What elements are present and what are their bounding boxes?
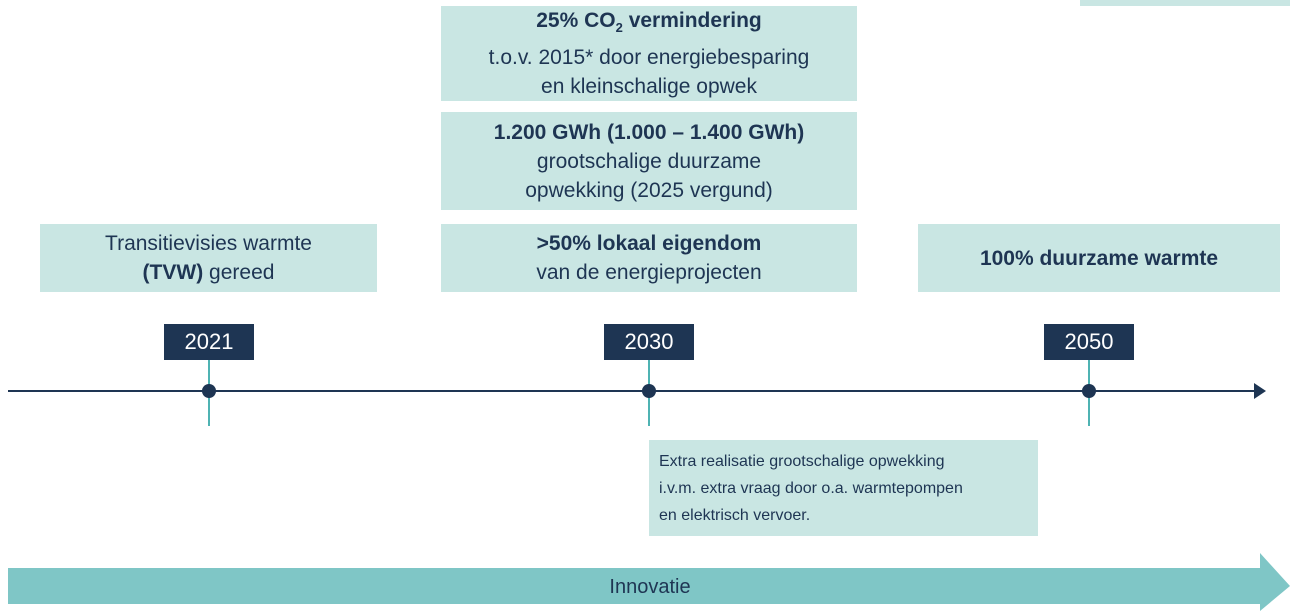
box-line: van de energieprojecten — [536, 261, 762, 284]
dot — [202, 384, 216, 398]
title-part: 25% CO — [536, 9, 616, 33]
local-box: >50% lokaal eigendom van de energieproje… — [441, 224, 857, 292]
box-line: en kleinschalige opwek — [541, 74, 757, 98]
box-title: >50% lokaal eigendom — [536, 232, 762, 255]
innovation-band — [8, 553, 1290, 611]
note-box: Extra realisatie grootschalige opwekking… — [649, 440, 1038, 536]
band-label: Innovatie — [609, 576, 690, 598]
tvw-box: Transitievisies warmte (TVW) gereed — [40, 224, 377, 292]
note-line: en elektrisch vervoer. — [659, 507, 811, 524]
subscript: 2 — [615, 20, 623, 36]
box-line: Transitievisies warmte — [105, 232, 312, 255]
partial-box — [1080, 0, 1290, 6]
co2-box: 25% CO2 vermindering t.o.v. 2015* door e… — [441, 6, 857, 101]
dot — [1082, 384, 1096, 398]
gwh-box: 1.200 GWh (1.000 – 1.400 GWh) grootschal… — [441, 112, 857, 210]
box-title: 100% duurzame warmte — [979, 246, 1219, 270]
box-title: 25% CO2 vermindering — [536, 6, 761, 42]
text-part: gereed — [203, 261, 275, 284]
note-line: Extra realisatie grootschalige opwekking — [659, 453, 945, 470]
box-line: grootschalige duurzame — [536, 149, 762, 173]
dot — [642, 384, 656, 398]
box-line: opwekking (2025 vergund) — [525, 178, 773, 202]
year-label: 2030 — [604, 324, 694, 360]
bold-part: (TVW) — [142, 261, 204, 284]
timeline-arrow — [1254, 383, 1266, 399]
note-line: i.v.m. extra vraag door o.a. warmtepompe… — [659, 480, 963, 497]
box-title: 1.200 GWh (1.000 – 1.400 GWh) — [493, 120, 805, 144]
year-label: 2050 — [1044, 324, 1134, 360]
heat-box: 100% duurzame warmte — [918, 224, 1280, 292]
box-line: (TVW) gereed — [143, 258, 275, 287]
box-line: t.o.v. 2015* door energiebesparing — [488, 45, 810, 69]
year-label: 2021 — [164, 324, 254, 360]
title-part: vermindering — [622, 9, 762, 33]
